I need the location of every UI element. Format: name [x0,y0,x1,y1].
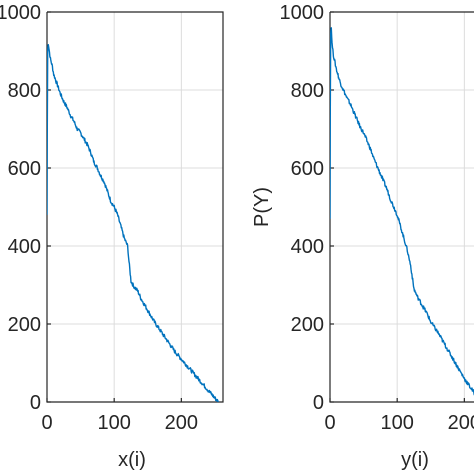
x-axis-label: x(i) [118,449,146,471]
chart-panel-left: 0 200 400 600 800 1000 0 100 200 x(i) [0,2,224,471]
y-tick-label: 400 [291,236,324,258]
y-tick-label: 1000 [280,2,325,24]
x-axis-label: y(i) [401,449,429,471]
x-tick-label: 200 [165,412,198,434]
y-tick-label: 600 [291,158,324,180]
y-tick-label: 0 [30,392,41,414]
y-tick-label: 200 [291,314,324,336]
x-tick-label: 100 [380,412,413,434]
x-tick-label: 0 [41,412,52,434]
y-tick-label: 600 [8,158,41,180]
y-tick-label: 0 [313,392,324,414]
y-tick-label: 400 [8,236,41,258]
y-axis-label: P(Y) [251,187,273,227]
series-line [47,44,219,403]
x-tick-label: 100 [97,412,130,434]
y-tick-label: 800 [291,80,324,102]
y-tick-label: 800 [8,80,41,102]
y-tick-label: 1000 [0,2,41,24]
axes-frame [329,11,474,403]
y-tick-label: 200 [8,314,41,336]
axes-frame [46,11,224,403]
series-line [330,27,474,396]
chart-panel-right: 0 200 400 600 800 1000 0 100 200 y(i) P(Y) [251,2,474,471]
x-tick-label: 0 [324,412,335,434]
x-tick-label: 200 [448,412,474,434]
